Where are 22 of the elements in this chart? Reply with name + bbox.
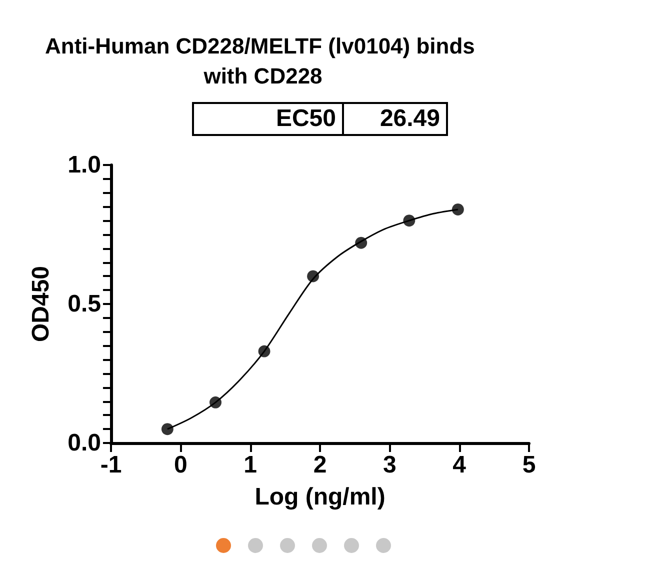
point	[452, 203, 464, 216]
x-tick-label: 5	[522, 452, 536, 478]
text: EC50	[274, 104, 337, 134]
x-tick-label: 3	[382, 452, 396, 478]
x-tick-label: 4	[452, 452, 467, 478]
point	[403, 214, 416, 227]
chart-title: Anti-Human CD228/MELTF (lv0104) binds with CD228	[45, 34, 481, 88]
x-tick-label: -1	[100, 452, 122, 478]
point	[210, 396, 222, 408]
text: 26.49	[342, 104, 446, 134]
x-tick-label: 2	[313, 452, 327, 478]
point	[307, 270, 320, 282]
point	[161, 423, 174, 436]
point	[355, 236, 368, 249]
y-tick-label: 0.5	[68, 290, 101, 318]
y-axis-title: OD450	[28, 266, 54, 342]
x-axis-title: Log (ng/ml)	[254, 484, 386, 510]
x-tick-label: 1	[244, 452, 258, 478]
x-tick-label: 0	[174, 452, 188, 478]
y-tick-label: 0.0	[68, 430, 101, 456]
y-tick-label: 1.0	[68, 152, 101, 178]
point	[258, 345, 270, 358]
